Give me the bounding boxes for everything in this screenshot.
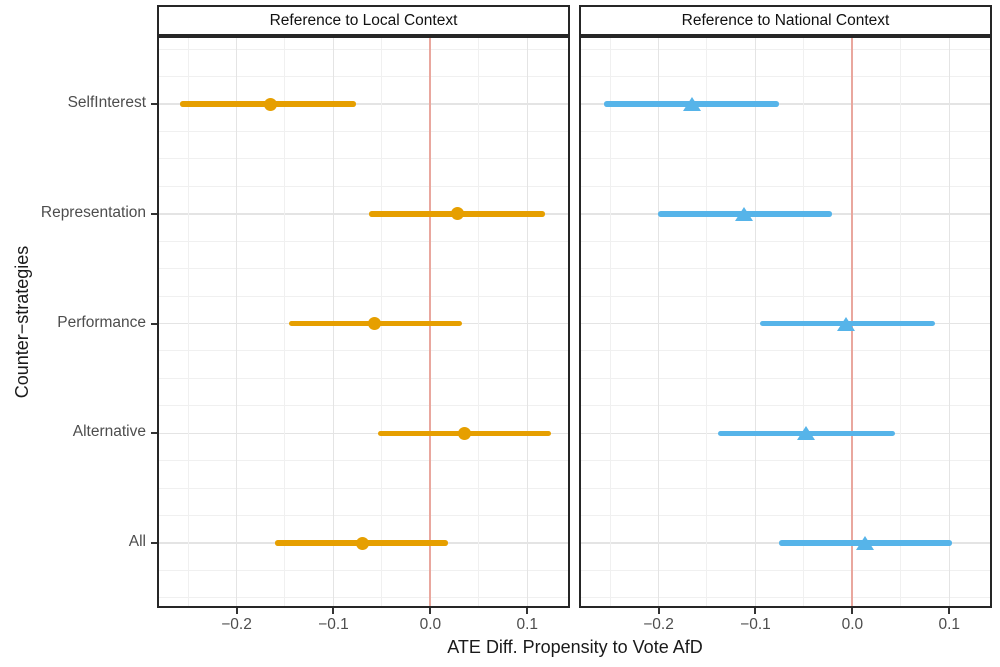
gridline-horizontal-minor [159, 405, 568, 407]
x-tick-mark [429, 608, 432, 614]
x-tick-mark [948, 608, 951, 614]
gridline-horizontal-minor [581, 597, 990, 599]
estimate-marker-triangle-all [855, 536, 874, 550]
gridline-horizontal-minor [581, 515, 990, 517]
facet-strip-local: Reference to Local Context [157, 5, 570, 36]
gridline-vertical-major [526, 38, 529, 606]
y-tick-mark [151, 322, 157, 325]
x-tick-mark [526, 608, 529, 614]
gridline-horizontal-minor [581, 48, 990, 50]
gridline-horizontal-minor [581, 240, 990, 242]
gridline-horizontal-minor [581, 158, 990, 160]
x-axis-title: ATE Diff. Propensity to Vote AfD [447, 637, 703, 657]
gridline-horizontal-minor [159, 130, 568, 132]
gridline-horizontal-major [159, 432, 568, 434]
gridline-horizontal-minor [159, 487, 568, 489]
gridline-vertical-major [754, 38, 757, 606]
gridline-horizontal-major [581, 103, 990, 105]
gridline-horizontal-minor [581, 268, 990, 270]
gridline-vertical-minor [609, 38, 611, 606]
y-tick-mark [151, 212, 157, 215]
y-tick-mark [151, 542, 157, 544]
gridline-horizontal-major [159, 103, 568, 105]
gridline-horizontal-minor [581, 295, 990, 297]
gridline-vertical-minor [187, 38, 189, 606]
x-tick-label: −0.2 [643, 616, 674, 633]
estimate-marker-circle-alternative [457, 426, 471, 440]
gridline-vertical-minor [706, 38, 708, 606]
x-tick-mark [235, 608, 238, 614]
gridline-horizontal-minor [159, 295, 568, 297]
x-tick-mark [754, 608, 757, 614]
gridline-vertical-major [657, 38, 660, 606]
estimate-marker-circle-all [356, 536, 370, 550]
x-tick-mark [851, 608, 854, 614]
x-tick-label: 0.1 [938, 616, 961, 633]
gridline-horizontal-major [159, 213, 568, 215]
gridline-horizontal-minor [581, 487, 990, 489]
x-tick-mark [332, 608, 335, 614]
gridline-horizontal-minor [581, 350, 990, 352]
estimate-marker-triangle-selfinterest [683, 97, 702, 111]
gridline-horizontal-minor [159, 597, 568, 599]
gridline-horizontal-minor [581, 130, 990, 132]
gridline-horizontal-minor [159, 158, 568, 160]
x-tick-label: 0.0 [419, 616, 442, 633]
x-tick-label: 0.0 [841, 616, 864, 633]
estimate-marker-triangle-alternative [796, 426, 815, 441]
gridline-vertical-major [948, 38, 951, 606]
gridline-horizontal-minor [159, 76, 568, 78]
x-tick-label: −0.1 [740, 616, 771, 633]
y-tick-label: SelfInterest [67, 94, 146, 111]
gridline-vertical-major [235, 38, 238, 606]
panel-local-context [157, 36, 570, 608]
gridline-horizontal-minor [159, 268, 568, 270]
estimate-marker-circle-performance [367, 317, 381, 330]
gridline-horizontal-minor [581, 405, 990, 407]
gridline-horizontal-minor [581, 569, 990, 571]
gridline-horizontal-minor [159, 515, 568, 517]
estimate-marker-circle-selfinterest [263, 97, 277, 111]
gridline-horizontal-minor [581, 76, 990, 78]
gridline-horizontal-minor [581, 185, 990, 187]
estimate-marker-triangle-performance [836, 316, 855, 331]
facet-strip-national: Reference to National Context [579, 5, 992, 36]
gridline-vertical-minor [284, 38, 286, 606]
y-tick-label: Performance [57, 313, 146, 331]
facet-strip-local-label: Reference to Local Context [269, 11, 458, 29]
gridline-horizontal-minor [581, 460, 990, 462]
y-tick-label: All [128, 533, 146, 550]
y-tick-label: Representation [40, 203, 146, 221]
gridline-horizontal-minor [159, 240, 568, 242]
panel-national-context [579, 36, 992, 608]
x-tick-label: 0.1 [516, 616, 539, 633]
estimate-marker-circle-representation [451, 207, 464, 221]
x-tick-label: −0.2 [221, 616, 252, 633]
x-tick-label: −0.1 [318, 616, 349, 633]
gridline-horizontal-minor [159, 48, 568, 50]
gridline-horizontal-minor [581, 377, 990, 379]
gridline-horizontal-minor [159, 185, 568, 187]
gridline-vertical-minor [478, 38, 480, 606]
x-tick-mark [657, 608, 660, 614]
y-tick-mark [151, 432, 157, 435]
estimate-marker-triangle-representation [734, 206, 753, 221]
gridline-horizontal-minor [159, 377, 568, 379]
gridline-horizontal-minor [159, 569, 568, 571]
gridline-horizontal-minor [159, 350, 568, 352]
y-tick-mark [151, 103, 157, 105]
facet-strip-national-label: Reference to National Context [681, 11, 890, 29]
y-tick-label: Alternative [72, 423, 146, 441]
gridline-horizontal-minor [159, 460, 568, 462]
